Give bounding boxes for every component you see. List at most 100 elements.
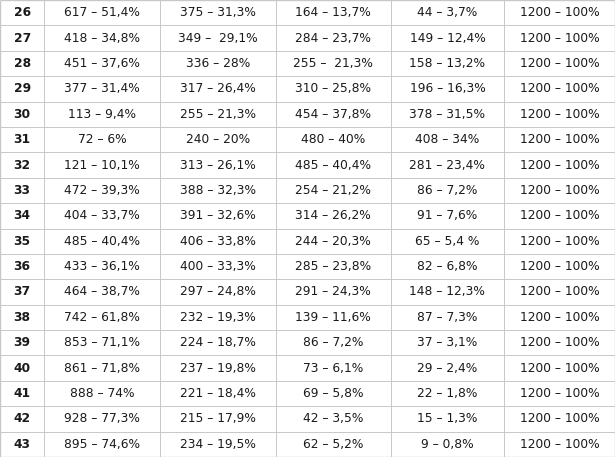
Text: 1200 – 100%: 1200 – 100%	[520, 336, 599, 349]
Text: 237 – 19,8%: 237 – 19,8%	[180, 361, 256, 375]
Text: 65 – 5,4 %: 65 – 5,4 %	[415, 235, 480, 248]
Text: 1200 – 100%: 1200 – 100%	[520, 32, 599, 45]
Text: 221 – 18,4%: 221 – 18,4%	[180, 387, 256, 400]
Text: 91 – 7,6%: 91 – 7,6%	[418, 209, 477, 222]
Text: 73 – 6,1%: 73 – 6,1%	[303, 361, 363, 375]
Text: 254 – 21,2%: 254 – 21,2%	[295, 184, 371, 197]
Text: 297 – 24,8%: 297 – 24,8%	[180, 286, 256, 298]
Text: 37: 37	[14, 286, 31, 298]
Text: 433 – 36,1%: 433 – 36,1%	[64, 260, 140, 273]
Text: 87 – 7,3%: 87 – 7,3%	[417, 311, 478, 324]
Text: 742 – 61,8%: 742 – 61,8%	[64, 311, 140, 324]
Text: 1200 – 100%: 1200 – 100%	[520, 82, 599, 96]
Text: 1200 – 100%: 1200 – 100%	[520, 6, 599, 19]
Text: 349 –  29,1%: 349 – 29,1%	[178, 32, 258, 45]
Text: 158 – 13,2%: 158 – 13,2%	[410, 57, 485, 70]
Text: 196 – 16,3%: 196 – 16,3%	[410, 82, 485, 96]
Text: 86 – 7,2%: 86 – 7,2%	[303, 336, 363, 349]
Text: 391 – 32,6%: 391 – 32,6%	[180, 209, 256, 222]
Text: 1200 – 100%: 1200 – 100%	[520, 412, 599, 425]
Text: 148 – 12,3%: 148 – 12,3%	[410, 286, 485, 298]
Text: 472 – 39,3%: 472 – 39,3%	[64, 184, 140, 197]
Text: 22 – 1,8%: 22 – 1,8%	[417, 387, 478, 400]
Text: 888 – 74%: 888 – 74%	[70, 387, 134, 400]
Text: 40: 40	[14, 361, 31, 375]
Text: 378 – 31,5%: 378 – 31,5%	[410, 108, 485, 121]
Text: 454 – 37,8%: 454 – 37,8%	[295, 108, 371, 121]
Text: 15 – 1,3%: 15 – 1,3%	[417, 412, 478, 425]
Text: 400 – 33,3%: 400 – 33,3%	[180, 260, 256, 273]
Text: 404 – 33,7%: 404 – 33,7%	[64, 209, 140, 222]
Text: 9 – 0,8%: 9 – 0,8%	[421, 438, 474, 451]
Text: 31: 31	[14, 133, 31, 146]
Text: 317 – 26,4%: 317 – 26,4%	[180, 82, 256, 96]
Text: 69 – 5,8%: 69 – 5,8%	[303, 387, 363, 400]
Text: 1200 – 100%: 1200 – 100%	[520, 387, 599, 400]
Text: 388 – 32,3%: 388 – 32,3%	[180, 184, 256, 197]
Text: 406 – 33,8%: 406 – 33,8%	[180, 235, 256, 248]
Text: 43: 43	[14, 438, 31, 451]
Text: 1200 – 100%: 1200 – 100%	[520, 133, 599, 146]
Text: 35: 35	[14, 235, 31, 248]
Text: 1200 – 100%: 1200 – 100%	[520, 286, 599, 298]
Text: 1200 – 100%: 1200 – 100%	[520, 438, 599, 451]
Text: 164 – 13,7%: 164 – 13,7%	[295, 6, 371, 19]
Text: 284 – 23,7%: 284 – 23,7%	[295, 32, 371, 45]
Text: 215 – 17,9%: 215 – 17,9%	[180, 412, 256, 425]
Text: 1200 – 100%: 1200 – 100%	[520, 184, 599, 197]
Text: 37 – 3,1%: 37 – 3,1%	[418, 336, 477, 349]
Text: 224 – 18,7%: 224 – 18,7%	[180, 336, 256, 349]
Text: 375 – 31,3%: 375 – 31,3%	[180, 6, 256, 19]
Text: 44 – 3,7%: 44 – 3,7%	[418, 6, 477, 19]
Text: 234 – 19,5%: 234 – 19,5%	[180, 438, 256, 451]
Text: 38: 38	[14, 311, 31, 324]
Text: 895 – 74,6%: 895 – 74,6%	[64, 438, 140, 451]
Text: 1200 – 100%: 1200 – 100%	[520, 57, 599, 70]
Text: 1200 – 100%: 1200 – 100%	[520, 260, 599, 273]
Text: 39: 39	[14, 336, 31, 349]
Text: 281 – 23,4%: 281 – 23,4%	[410, 159, 485, 171]
Text: 451 – 37,6%: 451 – 37,6%	[64, 57, 140, 70]
Text: 617 – 51,4%: 617 – 51,4%	[64, 6, 140, 19]
Text: 1200 – 100%: 1200 – 100%	[520, 311, 599, 324]
Text: 313 – 26,1%: 313 – 26,1%	[180, 159, 256, 171]
Text: 480 – 40%: 480 – 40%	[301, 133, 365, 146]
Text: 255 –  21,3%: 255 – 21,3%	[293, 57, 373, 70]
Text: 149 – 12,4%: 149 – 12,4%	[410, 32, 485, 45]
Text: 26: 26	[14, 6, 31, 19]
Text: 41: 41	[14, 387, 31, 400]
Text: 310 – 25,8%: 310 – 25,8%	[295, 82, 371, 96]
Text: 72 – 6%: 72 – 6%	[77, 133, 127, 146]
Text: 32: 32	[14, 159, 31, 171]
Text: 377 – 31,4%: 377 – 31,4%	[64, 82, 140, 96]
Text: 36: 36	[14, 260, 31, 273]
Text: 418 – 34,8%: 418 – 34,8%	[64, 32, 140, 45]
Text: 82 – 6,8%: 82 – 6,8%	[417, 260, 478, 273]
Text: 255 – 21,3%: 255 – 21,3%	[180, 108, 256, 121]
Text: 28: 28	[14, 57, 31, 70]
Text: 86 – 7,2%: 86 – 7,2%	[417, 184, 478, 197]
Text: 139 – 11,6%: 139 – 11,6%	[295, 311, 371, 324]
Text: 928 – 77,3%: 928 – 77,3%	[64, 412, 140, 425]
Text: 29: 29	[14, 82, 31, 96]
Text: 861 – 71,8%: 861 – 71,8%	[64, 361, 140, 375]
Text: 285 – 23,8%: 285 – 23,8%	[295, 260, 371, 273]
Text: 485 – 40,4%: 485 – 40,4%	[64, 235, 140, 248]
Text: 62 – 5,2%: 62 – 5,2%	[303, 438, 363, 451]
Text: 34: 34	[14, 209, 31, 222]
Text: 240 – 20%: 240 – 20%	[186, 133, 250, 146]
Text: 1200 – 100%: 1200 – 100%	[520, 209, 599, 222]
Text: 314 – 26,2%: 314 – 26,2%	[295, 209, 371, 222]
Text: 113 – 9,4%: 113 – 9,4%	[68, 108, 136, 121]
Text: 121 – 10,1%: 121 – 10,1%	[64, 159, 140, 171]
Text: 42 – 3,5%: 42 – 3,5%	[303, 412, 363, 425]
Text: 853 – 71,1%: 853 – 71,1%	[64, 336, 140, 349]
Text: 1200 – 100%: 1200 – 100%	[520, 108, 599, 121]
Text: 291 – 24,3%: 291 – 24,3%	[295, 286, 371, 298]
Text: 27: 27	[14, 32, 31, 45]
Text: 42: 42	[14, 412, 31, 425]
Text: 464 – 38,7%: 464 – 38,7%	[64, 286, 140, 298]
Text: 29 – 2,4%: 29 – 2,4%	[418, 361, 477, 375]
Text: 1200 – 100%: 1200 – 100%	[520, 361, 599, 375]
Text: 33: 33	[14, 184, 31, 197]
